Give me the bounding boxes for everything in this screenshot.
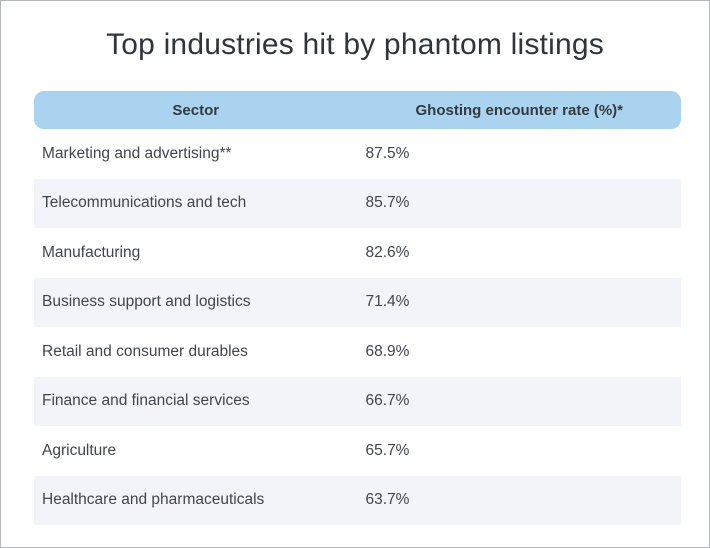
rate-cell: 82.6%	[365, 243, 410, 261]
table-header-row: Sector Ghosting encounter rate (%)*	[34, 91, 681, 129]
rate-cell: 87.5%	[365, 144, 410, 162]
page-title: Top industries hit by phantom listings	[106, 28, 604, 61]
rate-cell: 68.9%	[365, 342, 410, 360]
table-row: Business support and logistics 71.4%	[34, 277, 681, 327]
table-row: Manufacturing 82.6%	[34, 228, 681, 278]
table-row: Finance and financial services 66.7%	[34, 376, 681, 426]
sector-cell: Finance and financial services	[42, 392, 250, 410]
sector-cell: Marketing and advertising**	[42, 144, 232, 162]
rate-cell: 65.7%	[365, 441, 410, 459]
rate-cell: 63.7%	[365, 491, 410, 509]
sector-cell: Telecommunications and tech	[42, 194, 247, 212]
industries-table: Sector Ghosting encounter rate (%)* Mark…	[34, 91, 681, 525]
table-body: Marketing and advertising** 87.5% Teleco…	[34, 129, 681, 525]
column-header-sector: Sector	[172, 101, 220, 119]
sector-cell: Retail and consumer durables	[42, 342, 248, 360]
sector-cell: Agriculture	[42, 441, 117, 459]
sector-cell: Business support and logistics	[42, 293, 251, 311]
rate-cell: 66.7%	[365, 392, 410, 410]
rate-cell: 85.7%	[365, 194, 410, 212]
table-row: Marketing and advertising** 87.5%	[34, 129, 681, 179]
sector-cell: Manufacturing	[42, 243, 141, 261]
column-header-rate: Ghosting encounter rate (%)*	[415, 101, 624, 119]
table-row: Telecommunications and tech 85.7%	[34, 178, 681, 228]
table-row: Healthcare and pharmaceuticals 63.7%	[34, 475, 681, 525]
table-row: Retail and consumer durables 68.9%	[34, 327, 681, 377]
rate-cell: 71.4%	[365, 293, 410, 311]
sector-cell: Healthcare and pharmaceuticals	[42, 491, 265, 509]
table-row: Agriculture 65.7%	[34, 426, 681, 476]
